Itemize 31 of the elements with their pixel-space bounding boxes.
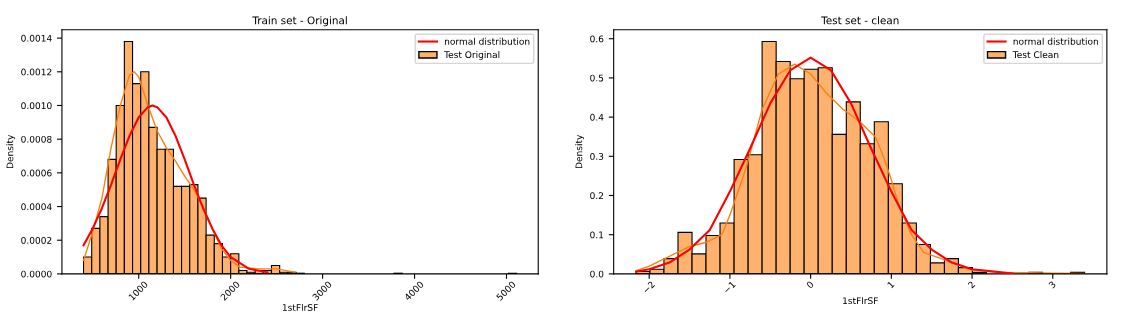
- chart-title: Train set - Original: [252, 16, 347, 27]
- y-tick-label: 0.0006: [21, 169, 52, 177]
- y-tick-label: 0.0012: [21, 68, 52, 76]
- chart-title: Test set - clean: [821, 16, 899, 25]
- x-tick-label: 1: [887, 280, 895, 289]
- x-tick-label: 3: [1048, 280, 1057, 289]
- y-axis-title: Density: [575, 134, 585, 169]
- y-tick-label: 0.0008: [21, 135, 52, 143]
- y-tick-label: 0.1: [590, 231, 604, 239]
- x-tick-label: 2: [967, 280, 976, 289]
- y-tick-label: 0.0000: [21, 270, 52, 278]
- y-axis-title: Density: [6, 134, 16, 169]
- y-tick-label: 0.4: [590, 113, 604, 121]
- legend-label: Test Clean: [1012, 51, 1059, 59]
- x-axis-title: 1stFlrSF: [843, 297, 878, 305]
- y-tick-label: 0.2: [590, 192, 604, 200]
- legend-label: normal distribution: [1013, 37, 1098, 45]
- y-tick-label: 0.0004: [21, 203, 52, 211]
- x-axis-title: 1stFlrSF: [282, 303, 318, 311]
- y-tick-label: 0.6: [590, 35, 604, 43]
- y-tick-label: 0.0010: [21, 102, 52, 110]
- y-tick-label: 0.3: [590, 153, 604, 160]
- y-tick-label: 0.0014: [21, 34, 52, 42]
- x-tick-label: −1: [722, 280, 736, 294]
- y-tick-label: 0.0002: [21, 236, 52, 244]
- y-tick-label: 0.5: [590, 74, 604, 82]
- y-tick-label: 0.0: [590, 270, 604, 278]
- legend-label: normal distribution: [444, 37, 530, 45]
- legend-label: Test Original: [444, 51, 500, 60]
- x-tick-label: −2: [642, 280, 656, 294]
- x-tick-label: 0: [806, 280, 815, 289]
